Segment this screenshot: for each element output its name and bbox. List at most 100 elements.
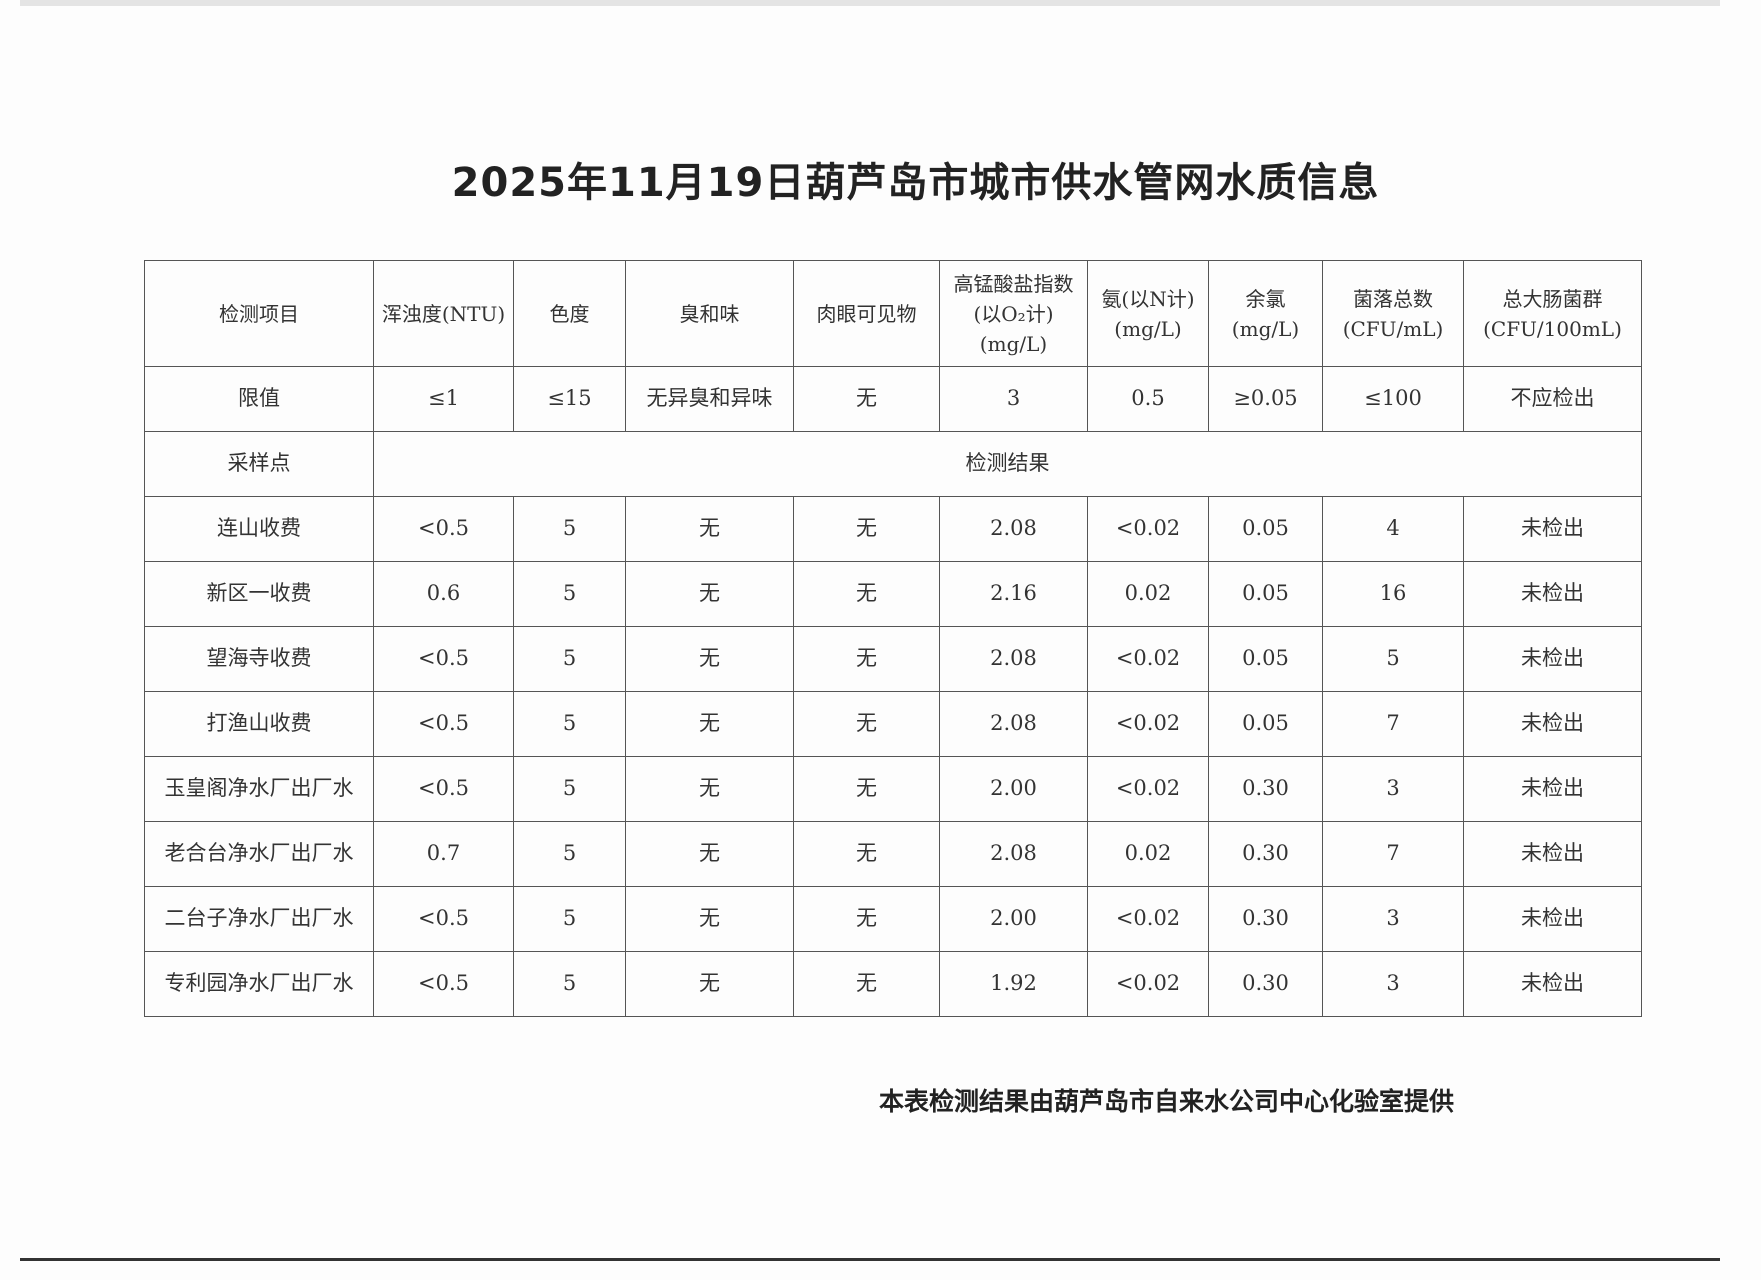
result-cell: 无 [625, 626, 794, 692]
table-row: 连山收费 <0.5 5 无无 2.08 <0.02 0.05 4 未检出 [144, 496, 1642, 562]
result-cell: 0.02 [1087, 561, 1209, 627]
limit-cell: 无异臭和异味 [625, 366, 794, 432]
result-cell: 无 [793, 756, 940, 822]
header-line: (CFU/mL) [1342, 316, 1444, 341]
result-cell: 0.05 [1208, 496, 1323, 562]
result-cell: 2.08 [939, 626, 1088, 692]
result-cell: 无 [793, 886, 940, 952]
header-line: (mg/L) [979, 331, 1048, 356]
result-cell: <0.02 [1087, 691, 1209, 757]
result-cell: 2.00 [939, 886, 1088, 952]
header-line: (以O₂计) [973, 301, 1054, 326]
header-line: 氨(以N计) [1101, 286, 1195, 311]
table-row: 专利园净水厂出厂水 <0.5 5 无无 1.92 <0.02 0.30 3 未检出 [144, 951, 1642, 1017]
result-cell: 无 [793, 496, 940, 562]
result-cell: 0.02 [1087, 821, 1209, 887]
result-cell: 未检出 [1463, 561, 1642, 627]
result-cell: 5 [513, 951, 626, 1017]
result-cell: 2.08 [939, 821, 1088, 887]
result-cell: 无 [625, 496, 794, 562]
result-cell: <0.02 [1087, 626, 1209, 692]
result-cell: <0.5 [373, 626, 514, 692]
result-cell: 无 [625, 561, 794, 627]
result-cell: <0.5 [373, 951, 514, 1017]
result-cell: 未检出 [1463, 496, 1642, 562]
result-cell: 0.30 [1208, 951, 1323, 1017]
result-cell: <0.02 [1087, 951, 1209, 1017]
limit-cell: ≤15 [513, 366, 626, 432]
result-cell: 无 [793, 951, 940, 1017]
result-cell: 7 [1322, 821, 1464, 887]
sample-point-cell: 望海寺收费 [144, 626, 374, 692]
result-cell: 无 [625, 821, 794, 887]
result-cell: 16 [1322, 561, 1464, 627]
header-line: 高锰酸盐指数 [953, 271, 1074, 296]
result-cell: 5 [513, 756, 626, 822]
result-cell: 5 [513, 691, 626, 757]
result-cell: 5 [513, 496, 626, 562]
result-cell: 无 [625, 691, 794, 757]
sample-point-cell: 打渔山收费 [144, 691, 374, 757]
result-cell: 无 [793, 626, 940, 692]
header-cell: 检测项目 [144, 260, 374, 367]
sample-point-cell: 玉皇阁净水厂出厂水 [144, 756, 374, 822]
result-cell: 未检出 [1463, 886, 1642, 952]
sample-point-cell: 专利园净水厂出厂水 [144, 951, 374, 1017]
limit-cell: 无 [793, 366, 940, 432]
result-cell: 0.30 [1208, 821, 1323, 887]
footer-note: 本表检测结果由葫芦岛市自来水公司中心化验室提供 [879, 1087, 1455, 1116]
result-cell: 4 [1322, 496, 1464, 562]
limit-cell: 0.5 [1087, 366, 1209, 432]
table-row: 打渔山收费 <0.5 5 无无 2.08 <0.02 0.05 7 未检出 [144, 691, 1642, 757]
result-cell: 0.6 [373, 561, 514, 627]
result-cell: 3 [1322, 756, 1464, 822]
result-cell: <0.02 [1087, 886, 1209, 952]
limit-cell: 3 [939, 366, 1088, 432]
result-cell: 0.7 [373, 821, 514, 887]
header-cell: 肉眼可见物 [793, 260, 940, 367]
result-cell: 未检出 [1463, 756, 1642, 822]
result-cell: <0.5 [373, 691, 514, 757]
header-line: 余氯 [1245, 286, 1286, 311]
header-cell: 臭和味 [625, 260, 794, 367]
header-cell: 浑浊度(NTU) [373, 260, 514, 367]
header-line: 菌落总数 [1353, 286, 1433, 311]
header-cell: 菌落总数 (CFU/mL) [1322, 260, 1464, 367]
scan-edge-top [20, 0, 1720, 6]
result-cell: 无 [793, 691, 940, 757]
limit-cell: 不应检出 [1463, 366, 1642, 432]
result-label: 检测结果 [373, 431, 1642, 497]
result-cell: 未检出 [1463, 821, 1642, 887]
limit-cell: ≤100 [1322, 366, 1464, 432]
limits-row: 限值 ≤1 ≤15 无异臭和异味无 3 0.5 ≥0.05 ≤100 不应检出 [144, 366, 1642, 432]
table-row: 新区一收费 0.6 5 无无 2.16 0.02 0.05 16 未检出 [144, 561, 1642, 627]
table-row: 玉皇阁净水厂出厂水 <0.5 5 无无 2.00 <0.02 0.30 3 未检出 [144, 756, 1642, 822]
result-cell: 0.05 [1208, 561, 1323, 627]
result-cell: 无 [625, 951, 794, 1017]
scan-edge-bottom [20, 1258, 1720, 1261]
sample-point-cell: 新区一收费 [144, 561, 374, 627]
section-row: 采样点 检测结果 [144, 431, 1642, 497]
result-cell: 2.00 [939, 756, 1088, 822]
result-cell: <0.02 [1087, 756, 1209, 822]
limits-label: 限值 [144, 366, 374, 432]
table-row: 二台子净水厂出厂水 <0.5 5 无无 2.00 <0.02 0.30 3 未检出 [144, 886, 1642, 952]
header-line: (mg/L) [1231, 316, 1300, 341]
result-cell: <0.5 [373, 886, 514, 952]
header-cell: 余氯 (mg/L) [1208, 260, 1323, 367]
result-cell: 未检出 [1463, 951, 1642, 1017]
result-cell: 3 [1322, 886, 1464, 952]
header-line: 总大肠菌群 [1502, 286, 1603, 311]
header-line: (CFU/100mL) [1483, 316, 1622, 341]
result-cell: 无 [625, 886, 794, 952]
page-title: 2025年11月19日葫芦岛市城市供水管网水质信息 [451, 160, 1380, 206]
table-row: 望海寺收费 <0.5 5 无无 2.08 <0.02 0.05 5 未检出 [144, 626, 1642, 692]
result-cell: 2.16 [939, 561, 1088, 627]
result-cell: 无 [625, 756, 794, 822]
result-cell: 7 [1322, 691, 1464, 757]
result-cell: 5 [1322, 626, 1464, 692]
header-line: (mg/L) [1114, 316, 1182, 341]
table-row: 老合台净水厂出厂水 0.7 5 无无 2.08 0.02 0.30 7 未检出 [144, 821, 1642, 887]
result-cell: 无 [793, 821, 940, 887]
sample-point-cell: 老合台净水厂出厂水 [144, 821, 374, 887]
